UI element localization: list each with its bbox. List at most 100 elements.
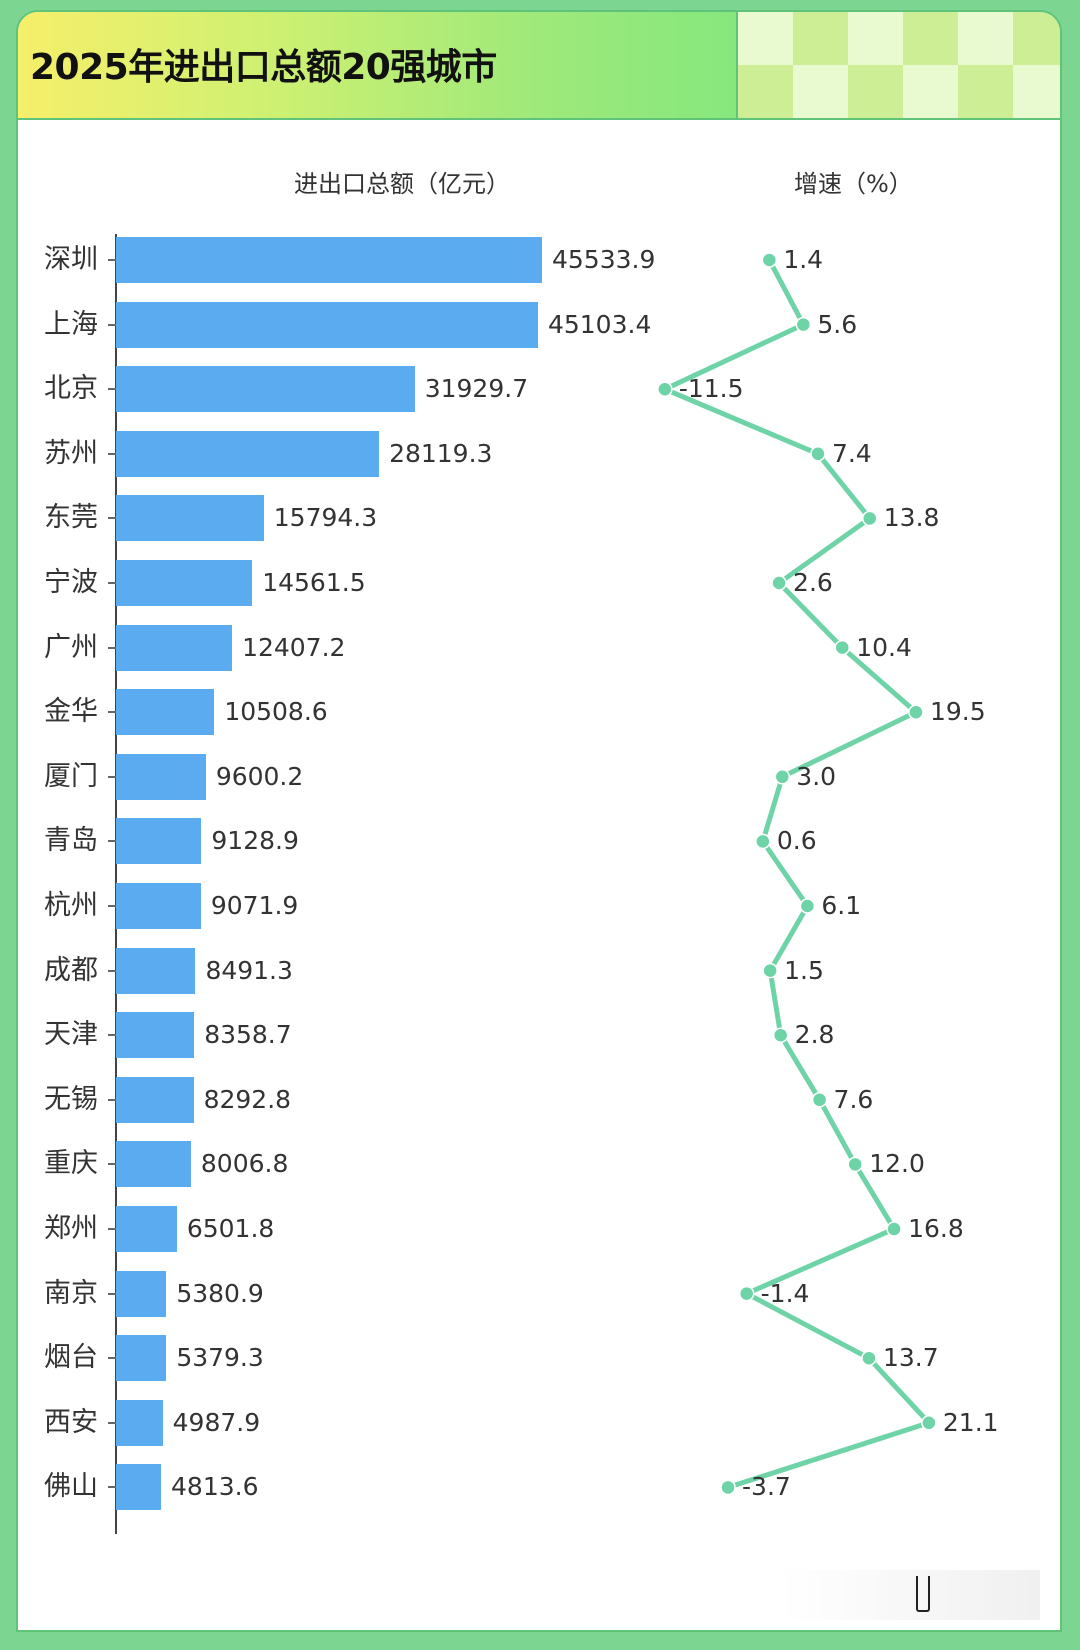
axis-tick xyxy=(108,1034,116,1037)
amount-bar xyxy=(116,1464,162,1511)
axis-tick xyxy=(108,1357,116,1360)
chart-card: 2025年进出口总额20强城市 进出口总额（亿元） 增速（%） 深圳 45533.… xyxy=(16,10,1062,1632)
axis-tick xyxy=(108,1163,116,1166)
amount-value: 45533.9 xyxy=(552,245,656,274)
growth-value: -1.4 xyxy=(760,1278,810,1308)
city-label: 重庆 xyxy=(44,1148,98,1180)
amount-value: 45103.4 xyxy=(547,309,652,339)
amount-value: 31929.7 xyxy=(424,374,529,404)
growth-point xyxy=(847,1156,863,1173)
growth-value: -3.7 xyxy=(742,1472,791,1502)
growth-value: 0.6 xyxy=(776,826,817,856)
header-banner: 2025年进出口总额20强城市 xyxy=(18,12,1060,120)
amount-value: 8358.7 xyxy=(204,1020,292,1050)
table-row: 广州 12407.2 xyxy=(18,624,718,671)
growth-value: 2.6 xyxy=(793,568,833,597)
amount-bar xyxy=(116,1270,167,1317)
amount-value: 5380.9 xyxy=(176,1278,264,1308)
growth-point xyxy=(861,1350,877,1366)
table-row: 郑州 6501.8 xyxy=(18,1206,718,1252)
table-row: 天津 8358.7 xyxy=(18,1012,718,1059)
axis-tick xyxy=(108,323,116,326)
amount-value: 5379.3 xyxy=(176,1343,264,1373)
table-row: 杭州 9071.9 xyxy=(18,883,718,929)
amount-bar xyxy=(116,818,202,865)
city-label: 上海 xyxy=(44,308,98,340)
growth-value: 5.6 xyxy=(817,309,858,339)
axis-tick xyxy=(108,452,116,455)
city-label: 广州 xyxy=(44,631,98,663)
table-row: 东莞 15794.3 xyxy=(18,495,718,542)
growth-point xyxy=(774,769,791,785)
city-label: 天津 xyxy=(44,1019,98,1051)
amount-bar xyxy=(116,947,196,994)
axis-tick xyxy=(108,1421,116,1424)
city-label: 青岛 xyxy=(44,825,98,857)
table-row: 烟台 5379.3 xyxy=(18,1335,718,1382)
amount-value: 8491.3 xyxy=(205,955,293,985)
amount-value: 28119.3 xyxy=(389,438,493,468)
growth-point xyxy=(921,1415,937,1431)
city-label: 佛山 xyxy=(44,1471,98,1503)
growth-point xyxy=(657,381,673,397)
axis-tick xyxy=(108,1098,116,1101)
page-title: 2025年进出口总额20强城市 xyxy=(30,47,497,88)
table-row: 成都 8491.3 xyxy=(18,947,718,994)
axis-tick xyxy=(108,646,116,649)
amount-bar xyxy=(116,430,380,477)
checker-decoration xyxy=(736,12,1060,118)
city-label: 南京 xyxy=(44,1277,98,1309)
table-row: 无锡 8292.8 xyxy=(18,1076,718,1123)
amount-value: 14561.5 xyxy=(262,568,366,597)
axis-tick xyxy=(108,1292,116,1295)
growth-value: 2.8 xyxy=(794,1020,835,1050)
amount-value: 4987.9 xyxy=(172,1407,261,1437)
growth-point xyxy=(810,446,826,462)
amount-bar xyxy=(116,1012,195,1059)
growth-value: 6.1 xyxy=(821,891,862,920)
city-label: 东莞 xyxy=(44,502,98,534)
growth-value: 7.6 xyxy=(833,1084,874,1114)
amount-bar xyxy=(116,1335,167,1382)
amount-bar xyxy=(116,366,415,413)
amount-value: 9600.2 xyxy=(215,761,304,791)
growth-point xyxy=(771,575,787,591)
amount-value: 9128.9 xyxy=(211,826,299,856)
city-label: 厦门 xyxy=(44,760,98,792)
amount-value: 6501.8 xyxy=(186,1214,275,1243)
axis-tick xyxy=(108,517,116,520)
amount-value: 15794.3 xyxy=(273,503,378,533)
growth-line-chart xyxy=(657,252,937,1496)
growth-point xyxy=(811,1092,828,1108)
bar-column-title: 进出口总额（亿元） xyxy=(294,170,510,198)
axis-tick xyxy=(108,775,116,778)
city-label: 烟台 xyxy=(44,1342,98,1374)
growth-column-title: 增速（%） xyxy=(794,170,913,198)
growth-value: 12.0 xyxy=(869,1149,925,1179)
city-label: 成都 xyxy=(44,954,98,986)
amount-bar xyxy=(116,301,538,348)
growth-value: 19.5 xyxy=(929,697,986,727)
growth-value: 10.4 xyxy=(856,632,912,662)
table-row: 南京 5380.9 xyxy=(18,1270,718,1317)
growth-value: 3.0 xyxy=(796,761,837,791)
amount-value: 8006.8 xyxy=(200,1149,289,1179)
city-label: 深圳 xyxy=(44,244,98,275)
axis-tick xyxy=(108,905,116,907)
watermark-icon xyxy=(916,1576,930,1612)
table-row: 宁波 14561.5 xyxy=(18,560,718,606)
axis-tick xyxy=(108,582,116,584)
growth-point xyxy=(834,639,850,656)
table-row: 上海 45103.4 xyxy=(18,301,718,348)
amount-bar xyxy=(116,689,215,736)
growth-value: 21.1 xyxy=(942,1407,999,1437)
city-label: 苏州 xyxy=(44,437,98,469)
growth-point xyxy=(720,1479,736,1496)
table-row: 北京 31929.7 xyxy=(18,366,718,413)
table-row: 深圳 45533.9 xyxy=(18,237,718,283)
amount-bar xyxy=(116,1399,163,1446)
city-label: 西安 xyxy=(44,1406,98,1438)
amount-value: 8292.8 xyxy=(203,1084,292,1114)
growth-point xyxy=(795,316,812,333)
growth-point xyxy=(908,704,924,720)
